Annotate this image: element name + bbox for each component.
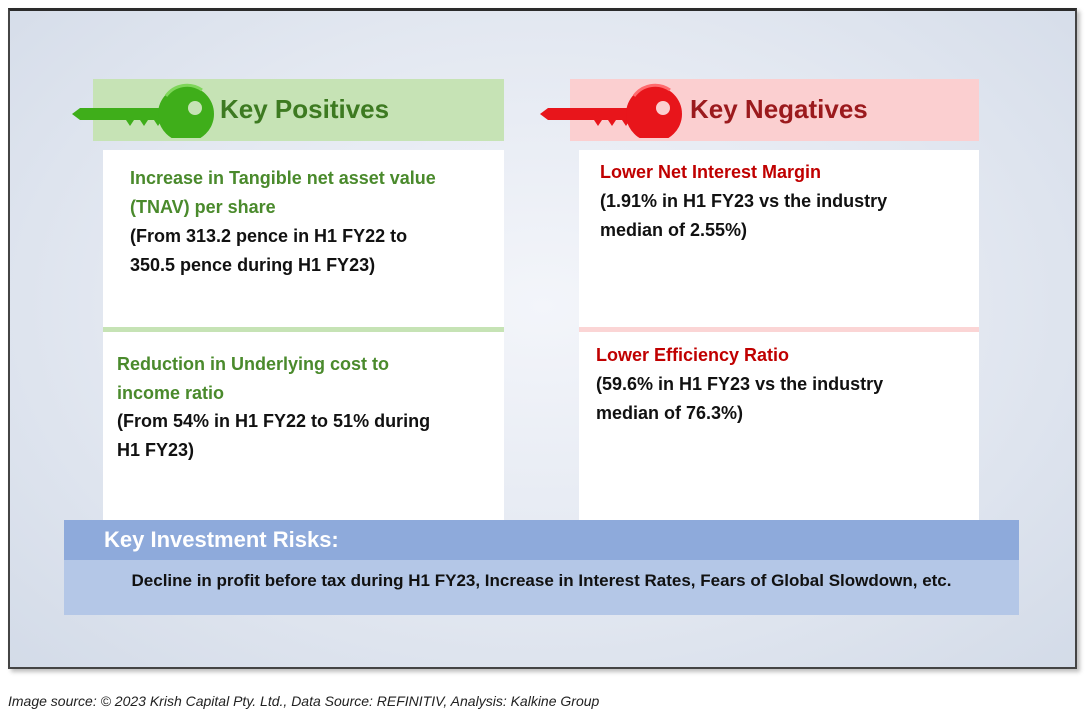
positive-divider (103, 327, 504, 332)
key-icon-green (72, 83, 214, 138)
positive-item-detail: (From 54% in H1 FY22 to 51% during H1 FY… (117, 411, 431, 460)
positive-item-heading: Increase in Tangible net asset value (TN… (130, 168, 436, 217)
key-negatives-title: Key Negatives (690, 94, 868, 124)
positive-item-card: Reduction in Underlying cost to income r… (103, 332, 504, 520)
negative-item-heading: Lower Net Interest Margin (600, 162, 822, 182)
positive-item-detail: (From 313.2 pence in H1 FY22 to 350.5 pe… (130, 226, 408, 275)
positive-item-card: Increase in Tangible net asset value (TN… (103, 150, 504, 327)
investment-risks-title: Key Investment Risks: (64, 520, 1019, 560)
negative-item-detail: (1.91% in H1 FY23 vs the industry median… (600, 191, 888, 240)
negative-item-detail: (59.6% in H1 FY23 vs the industry median… (596, 374, 884, 423)
negative-item-card: Lower Efficiency Ratio (59.6% in H1 FY23… (579, 332, 979, 520)
negative-item-card: Lower Net Interest Margin (1.91% in H1 F… (579, 150, 979, 327)
negative-item-heading: Lower Efficiency Ratio (596, 345, 790, 365)
negative-divider (579, 327, 979, 332)
image-source-caption: Image source: © 2023 Krish Capital Pty. … (8, 693, 600, 709)
key-icon-red (540, 83, 682, 138)
positive-item-heading: Reduction in Underlying cost to income r… (117, 354, 390, 403)
key-positives-title: Key Positives (220, 94, 390, 124)
investment-risks-text: Decline in profit before tax during H1 F… (64, 560, 1019, 615)
